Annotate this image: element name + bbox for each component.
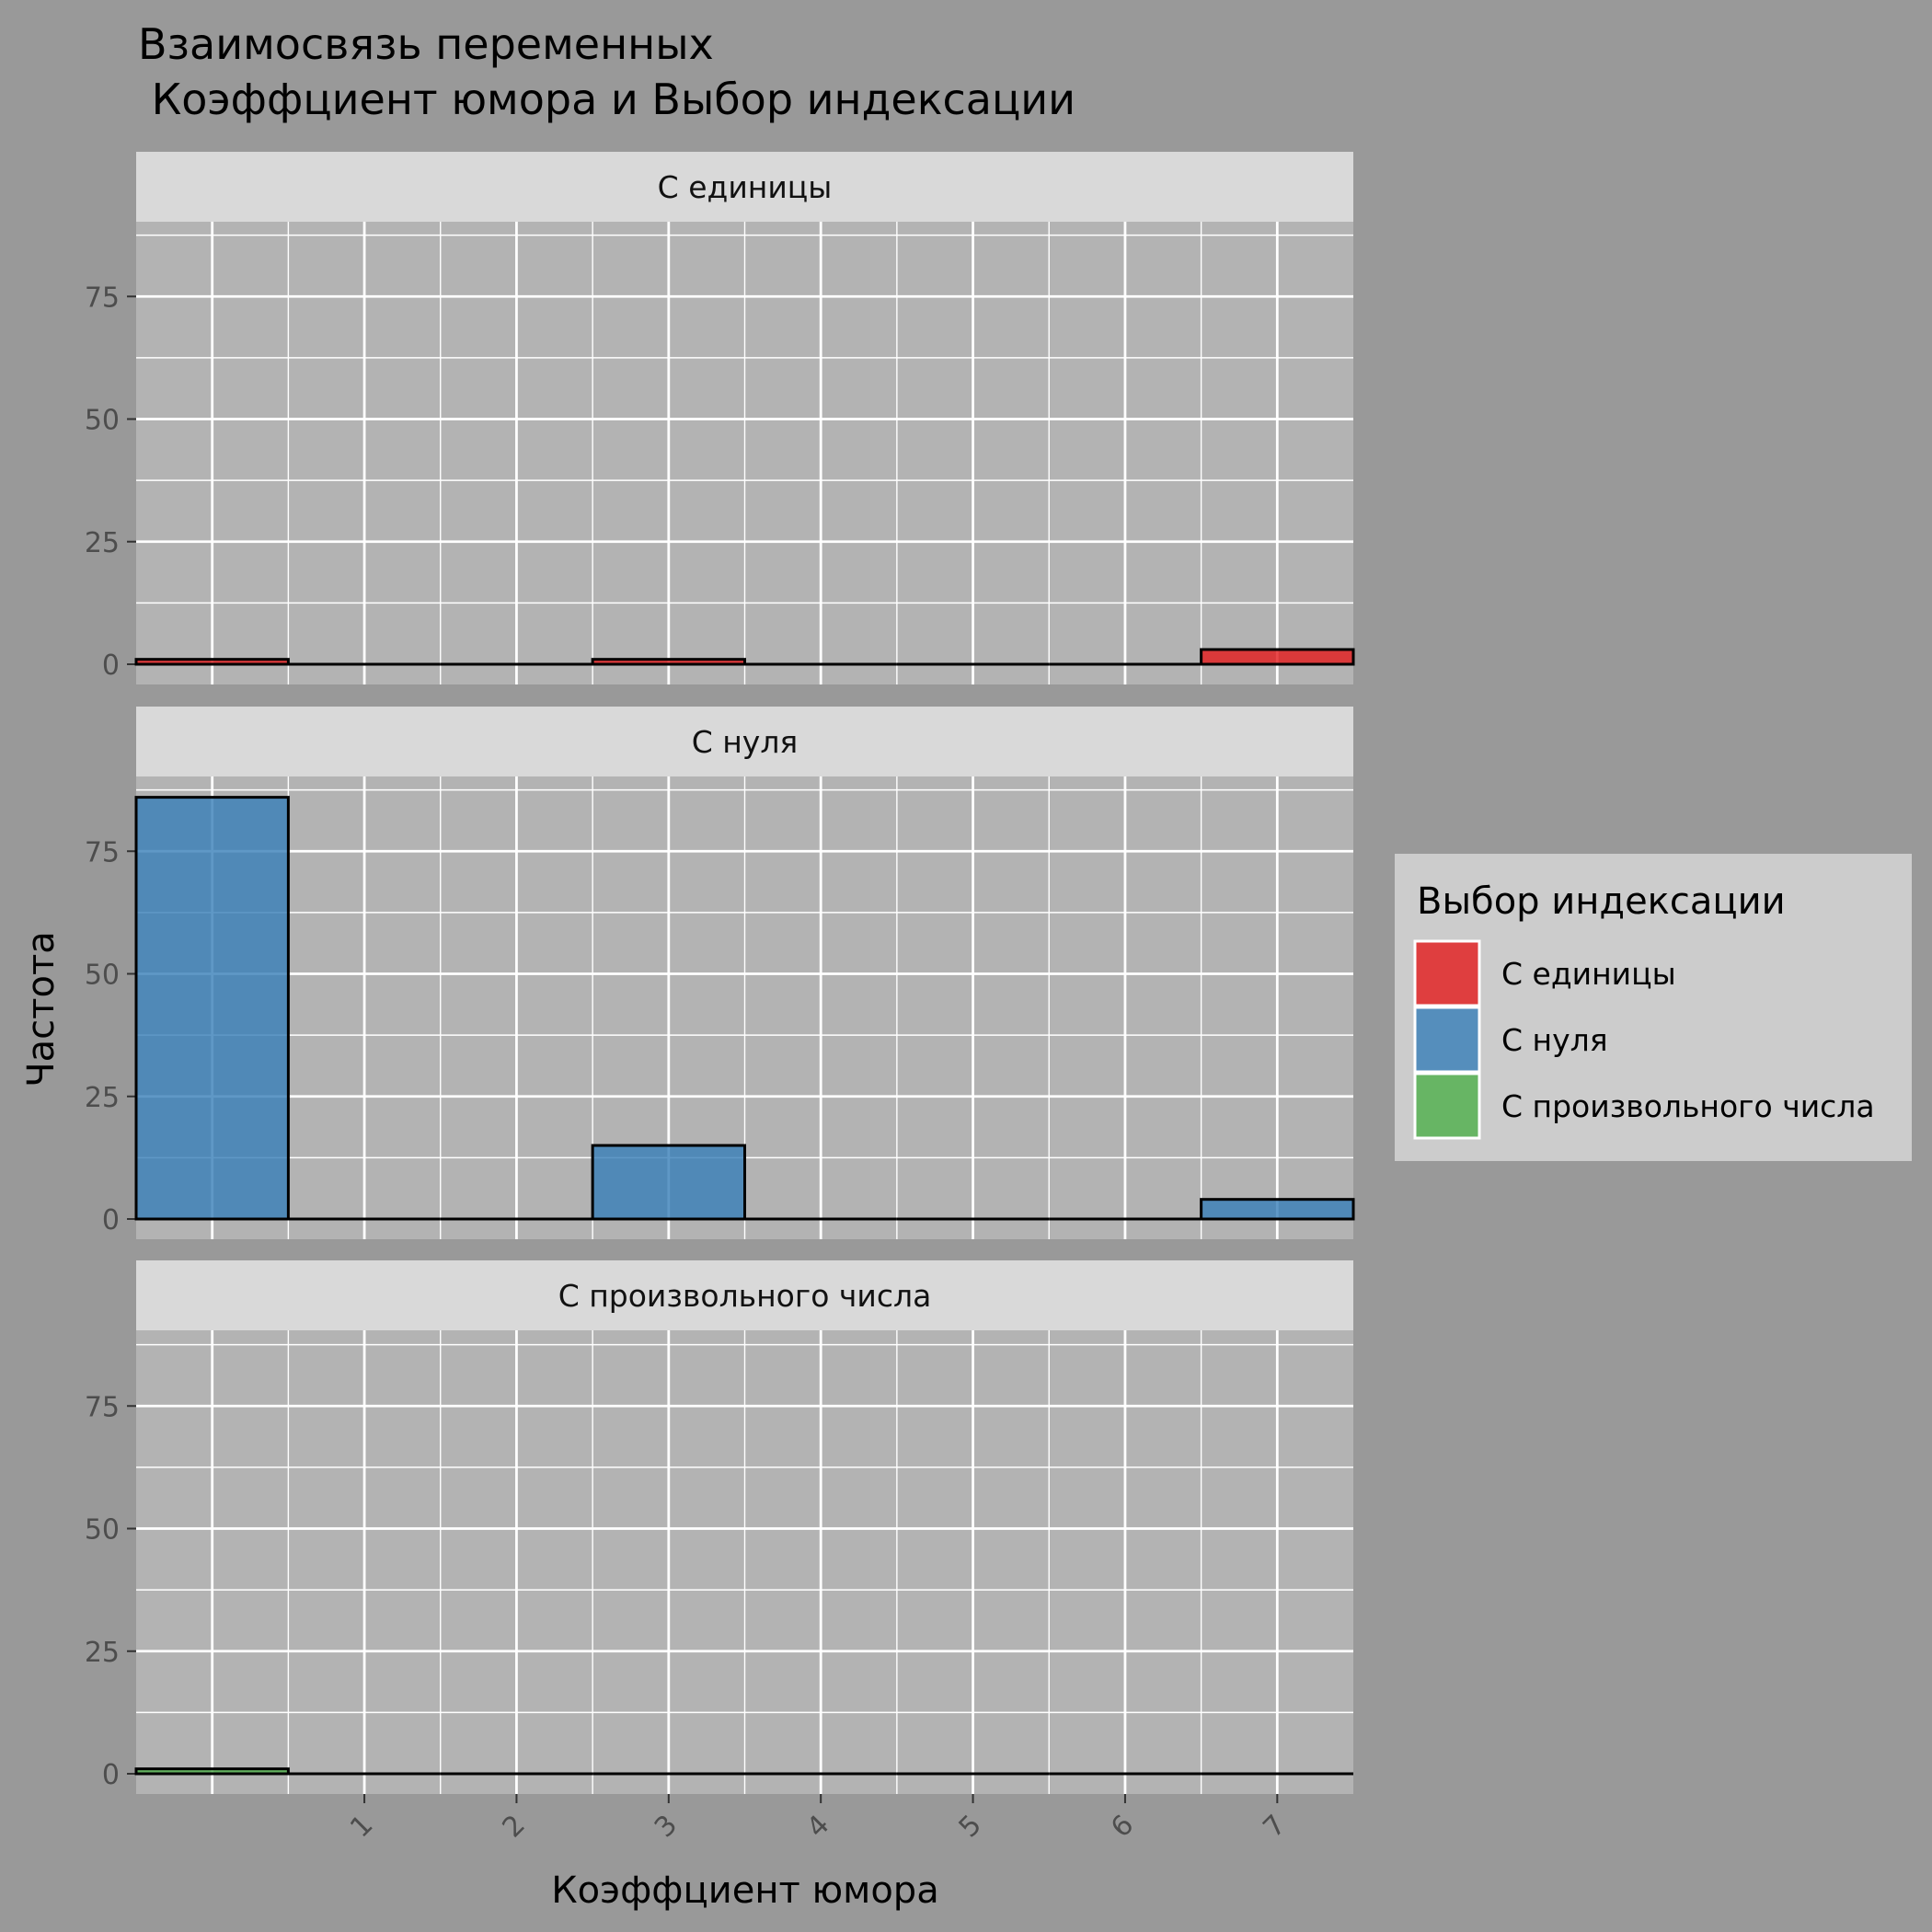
legend-items: С единицы С нуля С произвольного числа (1413, 939, 1875, 1140)
x-tick-label: 3 (649, 1809, 684, 1844)
facet-panel: С произвольного числа 0 25 50 75 (85, 1260, 1353, 1794)
histogram-bar (1200, 648, 1355, 666)
facet-panel: С нуля 0 25 50 75 (85, 707, 1355, 1239)
x-axis: 1 2 3 4 5 6 7 (344, 1794, 1293, 1844)
y-tick-label: 75 (85, 836, 120, 868)
legend-key (1413, 1072, 1481, 1140)
histogram-bar (134, 658, 290, 666)
y-tick-label: 0 (102, 650, 120, 682)
facet-strip-label: С нуля (692, 724, 799, 760)
legend-label: С нуля (1501, 1022, 1608, 1058)
y-tick-label: 50 (85, 405, 120, 437)
x-tick-label: 5 (953, 1809, 988, 1844)
y-tick-label: 0 (102, 1759, 120, 1791)
histogram-bar (134, 1767, 290, 1776)
legend: Выбор индексации С единицы С нуля С произв… (1395, 854, 1912, 1161)
x-tick-label: 2 (497, 1809, 532, 1844)
facet-strip (136, 707, 1353, 776)
y-tick-label: 75 (85, 1391, 120, 1423)
y-axis-title: Частота (20, 931, 63, 1087)
y-tick-label: 25 (85, 1637, 120, 1669)
legend-label: С произвольного числа (1501, 1088, 1875, 1124)
x-tick-label: 4 (800, 1809, 835, 1844)
y-tick-label: 75 (85, 282, 120, 314)
legend-label: С единицы (1501, 956, 1676, 992)
y-tick-label: 50 (85, 960, 120, 992)
y-tick-label: 25 (85, 1082, 120, 1114)
y-tick-label: 50 (85, 1514, 120, 1547)
legend-title: Выбор индексации (1417, 880, 1786, 923)
histogram-bar (591, 658, 746, 666)
legend-key (1413, 1006, 1481, 1074)
legend-background (1395, 854, 1912, 1161)
chart-title-line-1: Взаимосвязь переменных (138, 19, 714, 69)
x-tick-label: 1 (344, 1809, 379, 1844)
facet-strip (136, 1260, 1353, 1330)
x-tick-label: 7 (1257, 1809, 1292, 1844)
histogram-bar (591, 1144, 746, 1221)
histogram-bar (1200, 1198, 1355, 1221)
facet-strip-label: С произвольного числа (558, 1278, 932, 1314)
chart-title-line-2: Коэффциент юмора и Выбор индексации (138, 75, 1075, 124)
facet-panel: С единицы 0 25 50 75 (85, 152, 1355, 684)
legend-key (1413, 939, 1481, 1007)
facet-strip-label: С единицы (658, 169, 833, 205)
x-axis-title: Коэффциент юмора (551, 1869, 938, 1912)
x-tick-label: 6 (1105, 1809, 1140, 1844)
histogram-bar (134, 796, 290, 1221)
facet-strip (136, 152, 1353, 222)
y-tick-label: 25 (85, 527, 120, 559)
y-tick-label: 0 (102, 1204, 120, 1236)
